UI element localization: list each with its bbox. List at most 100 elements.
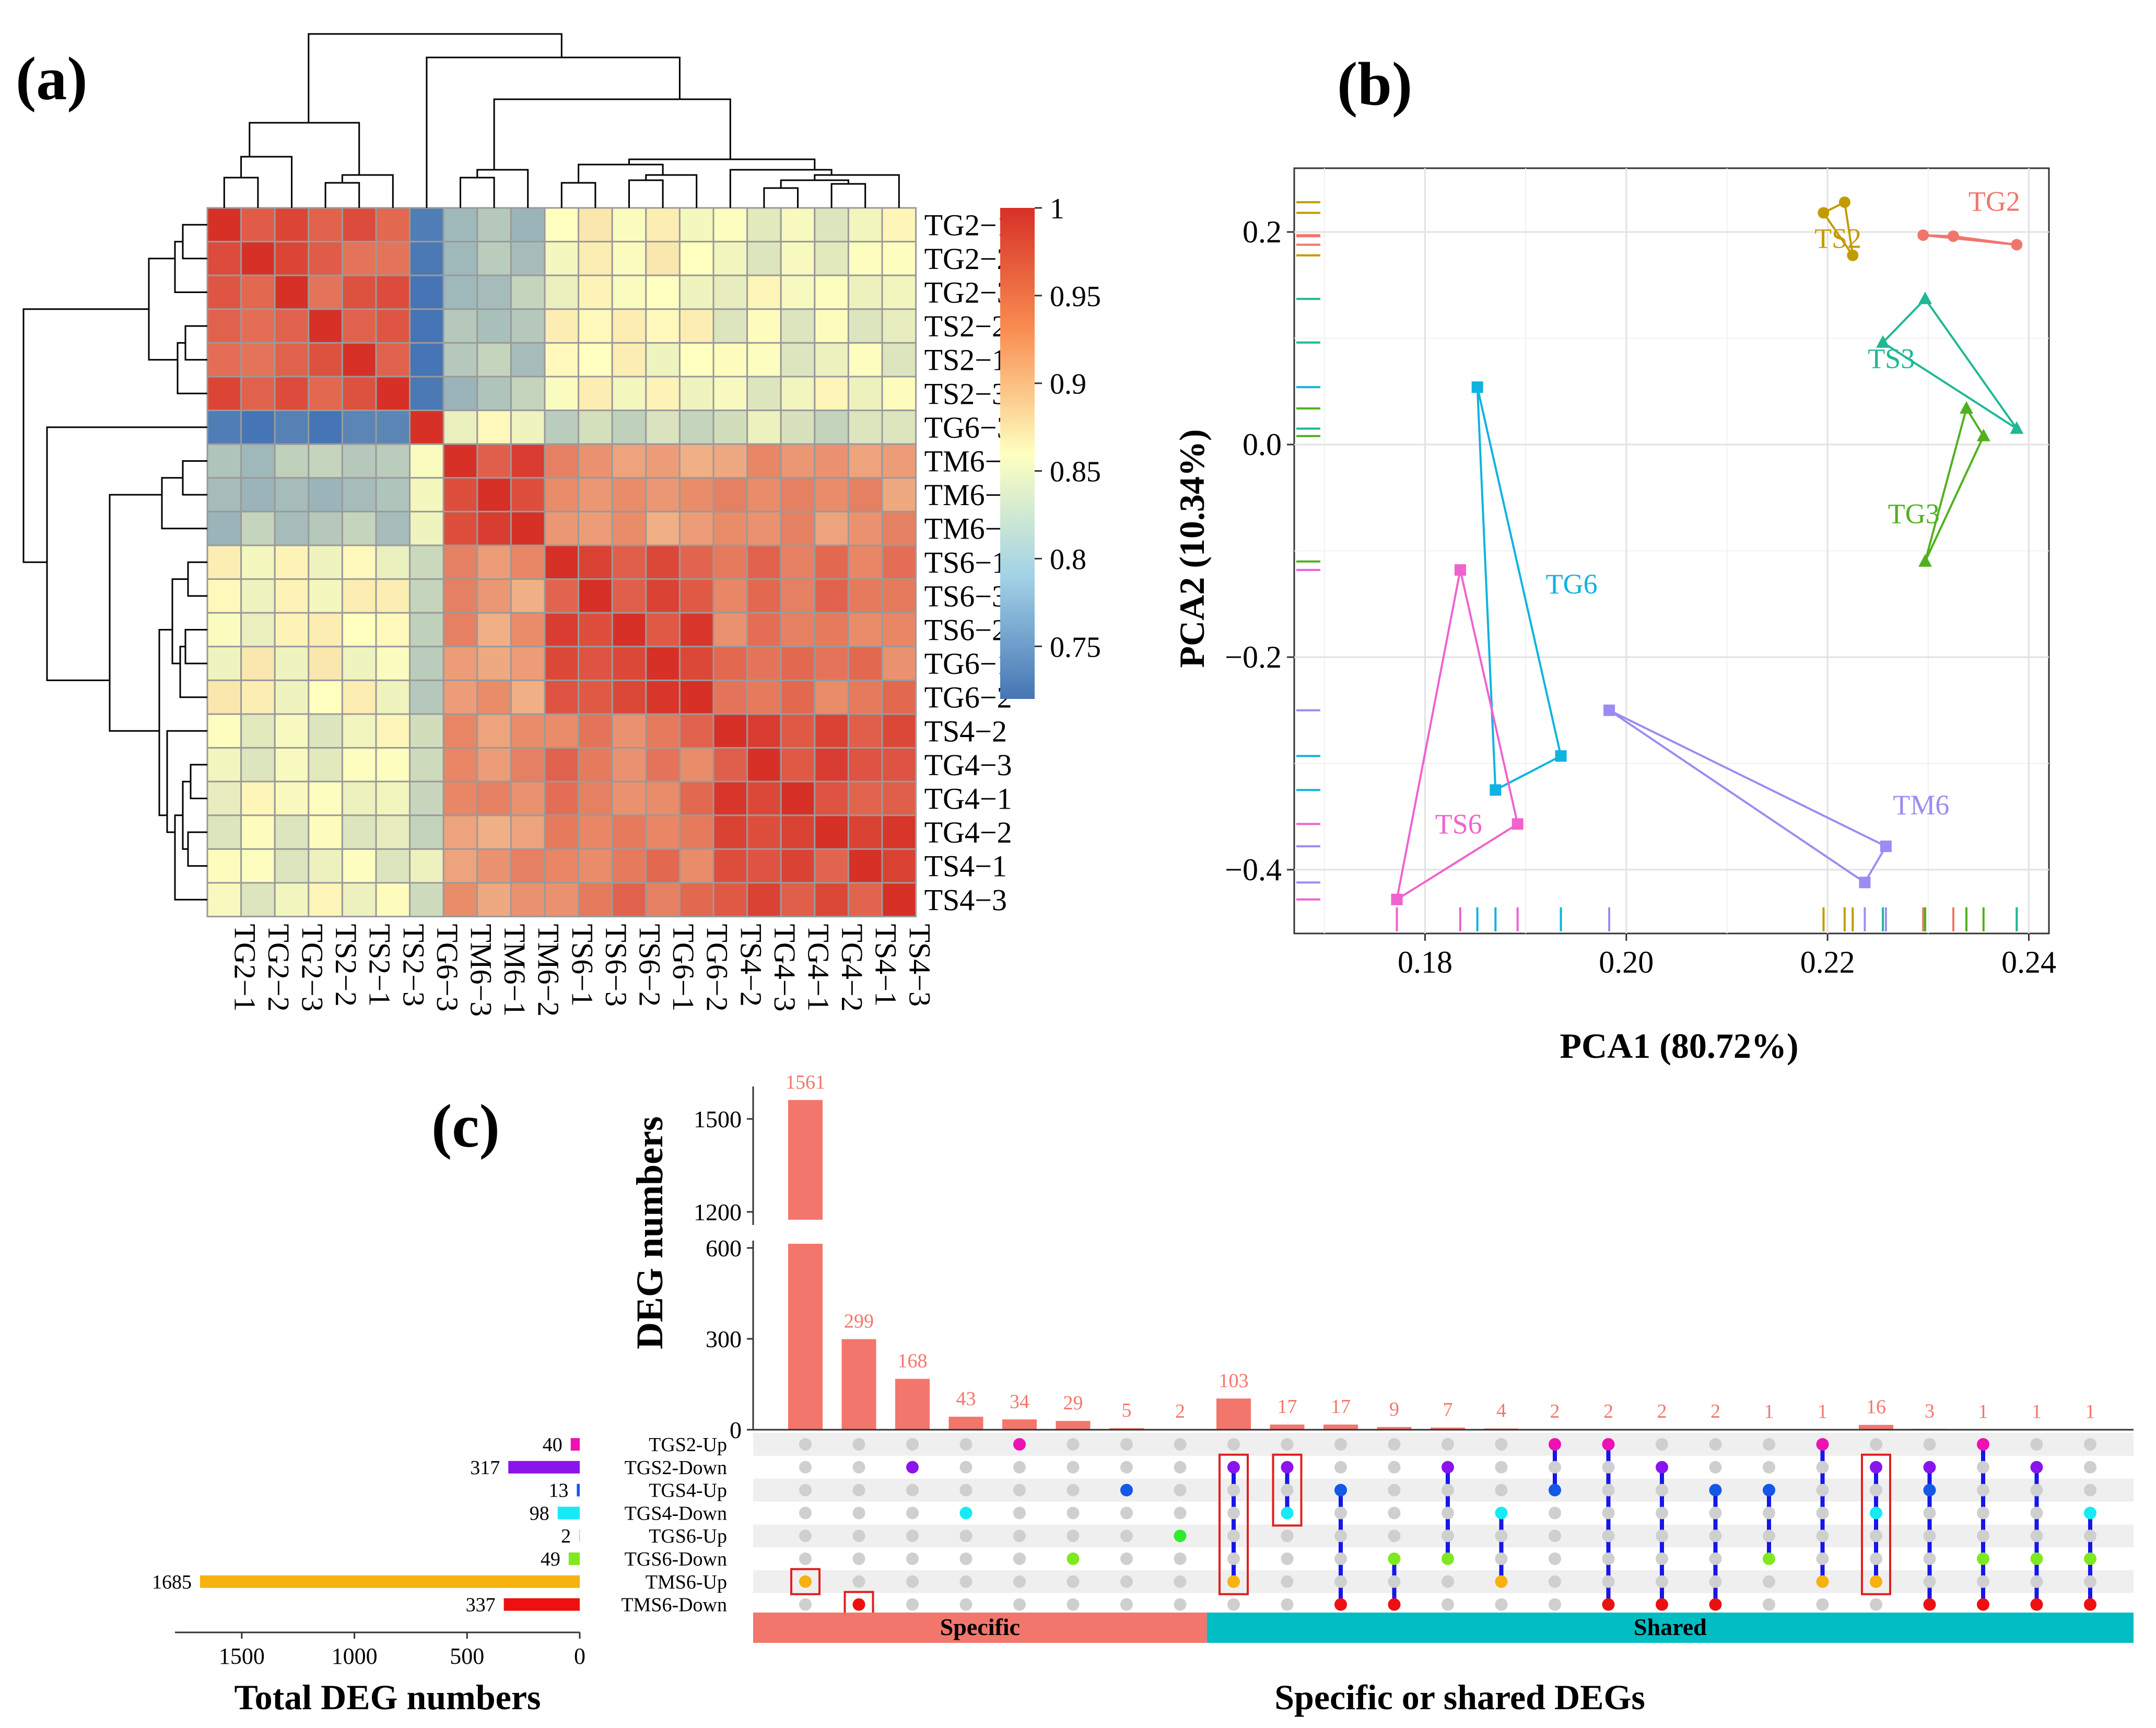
heatmap-cell (847, 376, 883, 412)
heatmap-cell (341, 612, 377, 648)
intersection-bar (1431, 1427, 1465, 1430)
heatmap-cell (375, 342, 411, 378)
heatmap-cell (847, 342, 883, 378)
heatmap-cell (645, 578, 681, 614)
heatmap-cell (780, 612, 816, 648)
membership-dot-inactive (1709, 1575, 1722, 1588)
heatmap-cell (780, 443, 816, 479)
membership-dot-inactive (1120, 1438, 1133, 1451)
dendrogram-link (177, 342, 207, 394)
membership-dot-inactive (906, 1575, 919, 1588)
heatmap-cell (510, 679, 546, 715)
heatmap-cell (746, 848, 782, 884)
intersection-count: 16 (1866, 1396, 1886, 1418)
legend-tick-label: 0.95 (1050, 281, 1101, 313)
heatmap-cell (240, 207, 276, 243)
heatmap-cell (510, 376, 546, 412)
heatmap-cell (442, 882, 478, 918)
heatmap-column-label: TG4−1 (802, 924, 836, 1012)
heatmap-cell (780, 747, 816, 783)
membership-dot-inactive (2030, 1438, 2043, 1451)
heatmap-cell (206, 814, 242, 850)
heatmap-cell (578, 578, 613, 614)
membership-dot-inactive (906, 1484, 919, 1497)
heatmap-cell (678, 679, 714, 715)
heatmap-cell (308, 544, 343, 580)
heatmap-cell (476, 544, 512, 580)
heatmap-cell (780, 477, 816, 512)
heatmap-cell (611, 376, 647, 412)
set-size-tick-label: 1500 (219, 1643, 265, 1669)
membership-dot-inactive (1281, 1529, 1294, 1543)
membership-dot-inactive (1923, 1507, 1936, 1520)
heatmap-cell (881, 342, 917, 378)
intersection-count: 2 (1710, 1400, 1720, 1422)
heatmap-cell (510, 814, 546, 850)
heatmap-row-label: TS6−1 (924, 545, 1007, 579)
membership-dot-inactive (1174, 1438, 1187, 1451)
y-tick-label: 0.2 (1243, 215, 1282, 249)
membership-dot-inactive (1763, 1461, 1775, 1474)
membership-dot-inactive (959, 1575, 972, 1588)
membership-dot-active (1281, 1507, 1294, 1520)
heatmap-cell (375, 747, 411, 783)
series-TG3: TG3 (1888, 401, 1990, 567)
set-size-value: 98 (530, 1502, 549, 1524)
membership-dot-active (1174, 1529, 1187, 1543)
heatmap-cell (308, 274, 343, 310)
heatmap-cell (814, 612, 849, 648)
heatmap-cell (611, 612, 647, 648)
highlight-box (790, 1568, 821, 1595)
membership-dot-inactive (1656, 1575, 1668, 1588)
heatmap-cell (544, 342, 580, 378)
heatmap-cell (274, 578, 310, 614)
membership-dot-inactive (852, 1529, 865, 1543)
heatmap-cell (308, 410, 343, 445)
heatmap-cell (611, 207, 647, 243)
heatmap-cell (814, 308, 849, 344)
membership-dot-inactive (1120, 1529, 1133, 1543)
heatmap-cell (578, 207, 613, 243)
heatmap-cell (442, 443, 478, 479)
data-point (2011, 239, 2023, 251)
heatmap-cell (341, 410, 377, 445)
set-name-label: TMS6-Down (621, 1594, 727, 1616)
membership-dot-inactive (1549, 1552, 1561, 1565)
data-point (1454, 564, 1466, 576)
membership-dot-inactive (1067, 1461, 1080, 1474)
heatmap-cell (544, 544, 580, 580)
heatmap-cell (678, 308, 714, 344)
heatmap-cell (544, 477, 580, 512)
heatmap-cell (308, 342, 343, 378)
heatmap-cell (308, 578, 343, 614)
heatmap-cell (780, 544, 816, 580)
dendrogram-link (729, 169, 833, 208)
heatmap-cell (274, 443, 310, 479)
membership-dot-inactive (1388, 1575, 1401, 1588)
heatmap-cell (510, 274, 546, 310)
heatmap-cell (341, 578, 377, 614)
heatmap-cell (442, 207, 478, 243)
heatmap-cell (645, 814, 681, 850)
heatmap-cell (712, 713, 748, 749)
heatmap-cell (544, 410, 580, 445)
membership-dot-active (1495, 1575, 1508, 1588)
heatmap-column-label: TG6−2 (700, 924, 734, 1012)
heatmap-column-label: TG4−2 (835, 924, 869, 1012)
heatmap-cell (476, 780, 512, 816)
dendrogram-link (249, 122, 360, 175)
heatmap-cell (578, 882, 613, 918)
pca-rug-marks (1296, 201, 2018, 931)
series-outline (1923, 234, 2017, 246)
membership-dot-inactive (1709, 1461, 1722, 1474)
heatmap-cell (847, 410, 883, 445)
heatmap-cell (544, 274, 580, 310)
heatmap-cell (375, 646, 411, 681)
heatmap-cell (881, 308, 917, 344)
membership-dot-inactive (2030, 1529, 2043, 1543)
set-name-label: TGS2-Up (649, 1434, 727, 1456)
heatmap-cell (476, 477, 512, 512)
membership-dot-active (1549, 1484, 1561, 1497)
heatmap-cell (881, 443, 917, 479)
